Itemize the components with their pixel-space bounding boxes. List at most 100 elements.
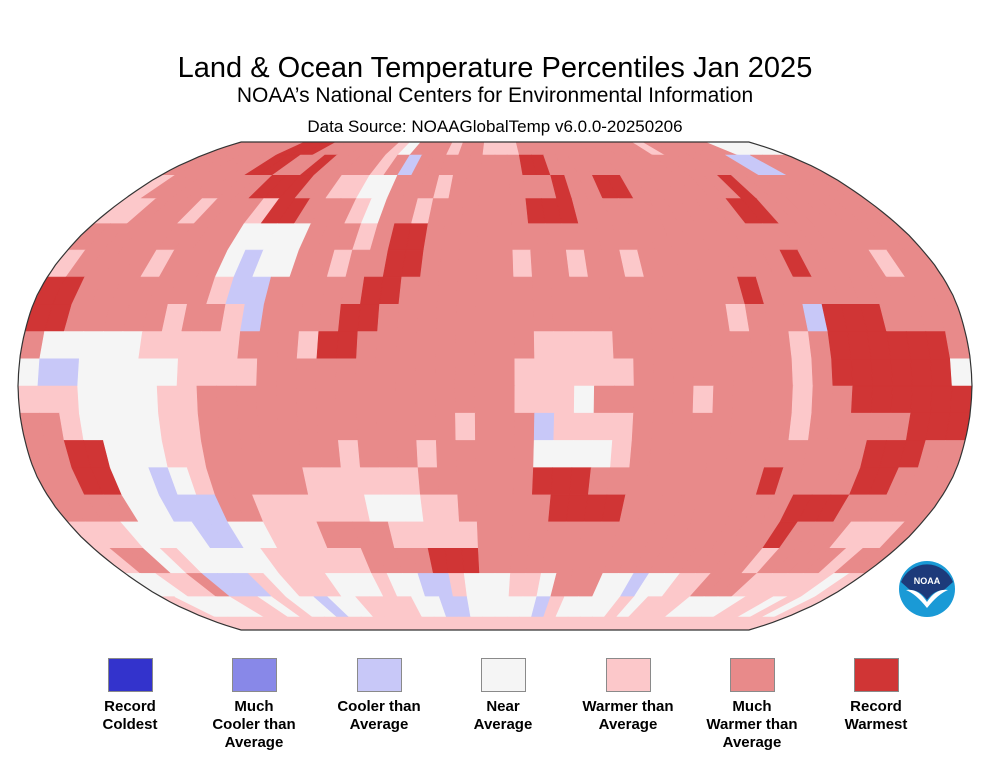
grid-cell [610,304,633,332]
legend-label: Much Cooler than Average [212,698,296,751]
grid-cell [37,385,60,414]
grid-cell [788,331,813,360]
grid-cell [648,440,672,468]
grid-cell [456,276,477,305]
grid-cell [298,304,323,332]
grid-cell [629,440,652,468]
grid-cell [674,616,714,630]
grid-cell [553,331,575,360]
grid-cell [653,616,690,630]
grid-cell [435,385,456,414]
legend-swatch [107,658,153,692]
grid-cell [479,174,496,199]
grid-cell [513,304,535,332]
grid-cell [379,276,403,305]
grid-cell [375,385,397,414]
grid-cell [910,385,933,414]
grid-cell [435,331,457,360]
grid-cell [494,304,515,332]
grid-cell [375,358,397,387]
grid-cell [536,616,557,630]
grid-cell [348,616,380,630]
grid-cell [530,494,552,523]
grid-cell [300,616,337,630]
legend-item: Cooler than Average [314,658,444,734]
grid-cell [237,412,261,441]
grid-cell [356,412,378,441]
grid-cell [672,358,695,387]
grid-cell [463,573,482,598]
grid-cell [631,331,654,360]
grid-cell [18,385,41,414]
grid-cell [372,616,401,630]
grid-cell [631,412,654,441]
grid-cell [357,304,380,332]
grid-cell [360,276,384,305]
grid-cell [514,358,536,387]
grid-cell [398,276,421,305]
grid-cell [610,440,633,468]
grid-cell [593,385,615,414]
grid-cell [475,440,496,468]
grid-cell [323,616,359,630]
grid-cell [461,547,480,574]
grid-cell [355,385,377,414]
grid-cell [513,467,534,496]
legend-item: Much Cooler than Average [189,658,319,752]
legend-label: Cooler than Average [337,698,421,733]
grid-cell [477,547,496,574]
grid-cell [459,223,479,251]
grid-cell [712,358,734,387]
grid-cell [510,198,529,225]
grid-cell [441,521,462,549]
grid-cell [494,412,516,441]
grid-cell [768,331,793,360]
grid-cell [415,331,437,360]
grid-cell [474,331,496,360]
grid-cell [97,385,120,414]
grid-cell [461,198,480,225]
grid-cell [599,616,630,630]
grid-cell [357,440,380,468]
grid-cell [477,198,496,225]
world-map [17,141,973,631]
grid-cell [578,616,606,630]
grid-cell [457,249,478,278]
grid-cell [550,467,573,496]
grid-cell [771,358,794,387]
grid-cell [435,358,456,387]
grid-cell [587,467,611,496]
grid-cell [831,385,854,414]
grid-cell [177,412,202,441]
grid-cell [435,440,457,468]
grid-cell [930,385,953,414]
grid-cell [420,494,442,523]
grid-cell [398,467,421,496]
grid-cell [530,249,552,278]
grid-cell [463,174,482,199]
grid-cell [475,276,496,305]
grid-cell [690,331,714,360]
grid-cell [480,154,496,176]
grid-cell [531,467,554,496]
grid-cell [216,385,238,414]
grid-cell [177,331,202,360]
grid-cell [482,142,496,156]
grid-cell [670,331,694,360]
grid-cell [534,358,555,387]
grid-cell [415,358,436,387]
grid-cell [156,385,179,414]
grid-cell [57,385,80,414]
grid-cell [318,440,342,468]
grid-cell [257,412,280,441]
grid-cell [276,358,298,387]
grid-cell [197,412,222,441]
legend-item: Near Average [438,658,568,734]
grid-cell [670,412,694,441]
grid-cell [377,440,400,468]
grid-cell [550,276,573,305]
grid-cell [77,358,100,387]
grid-cell [690,412,714,441]
grid-cell [573,412,595,441]
grid-cell [511,223,531,251]
